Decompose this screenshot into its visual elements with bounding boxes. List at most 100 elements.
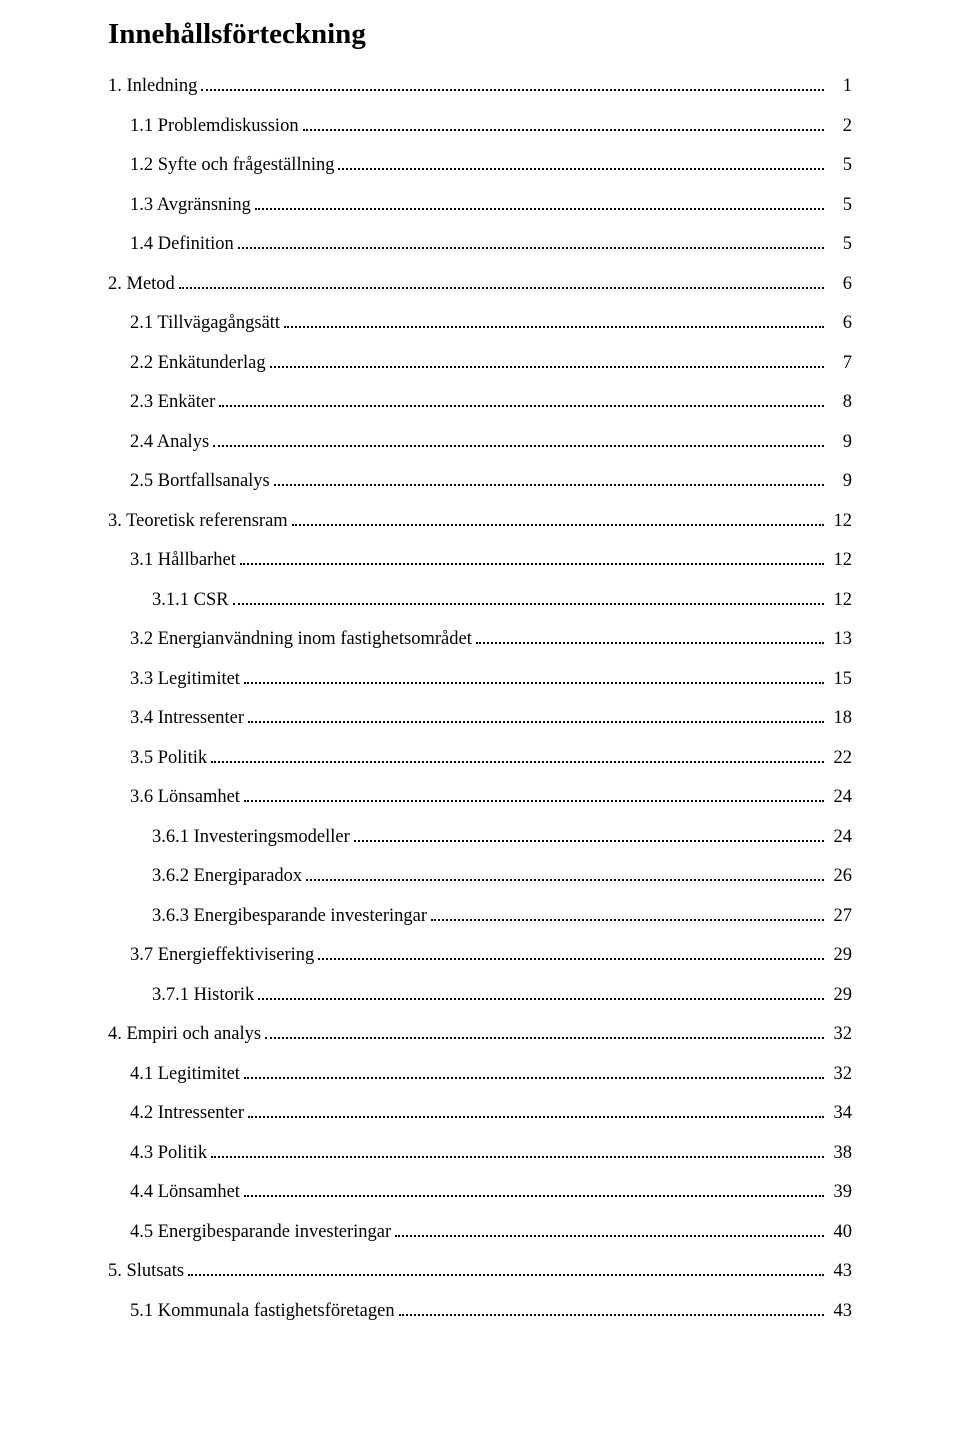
toc-leader (238, 237, 824, 249)
toc-entry-label: 2.2 Enkätunderlag (130, 354, 266, 373)
toc-entry-label: 3.1 Hållbarhet (130, 551, 236, 570)
toc-leader (219, 395, 824, 407)
toc-entry: 3.7.1 Historik29 (108, 986, 852, 1005)
toc-entry-label: 2.4 Analys (130, 433, 209, 452)
toc-entry: 1.4 Definition5 (108, 235, 852, 254)
toc-entry-label: 4.5 Energibesparande investeringar (130, 1223, 391, 1242)
toc-leader (244, 1066, 824, 1078)
toc-entry-page: 9 (828, 472, 852, 491)
toc-entry-page: 12 (828, 512, 852, 531)
toc-entry-label: 3.6.1 Investeringsmodeller (152, 828, 350, 847)
toc-leader (318, 948, 824, 960)
toc-leader (233, 592, 824, 604)
toc-entry-page: 24 (828, 788, 852, 807)
toc-entry-page: 5 (828, 156, 852, 175)
toc-entry: 3.6.3 Energibesparande investeringar 27 (108, 907, 852, 926)
toc-entry: 2.3 Enkäter8 (108, 393, 852, 412)
toc-entry-page: 12 (828, 591, 852, 610)
toc-leader (244, 671, 824, 683)
toc-entry-page: 27 (828, 907, 852, 926)
toc-title: Innehållsförteckning (108, 18, 852, 51)
toc-entry-page: 13 (828, 630, 852, 649)
toc-leader (399, 1303, 824, 1315)
toc-entry: 2.5 Bortfallsanalys9 (108, 472, 852, 491)
toc-entry-page: 6 (828, 314, 852, 333)
toc-entry: 4.4 Lönsamhet39 (108, 1183, 852, 1202)
toc-entry: 1.3 Avgränsning5 (108, 196, 852, 215)
toc-entry-page: 9 (828, 433, 852, 452)
toc-leader (476, 632, 824, 644)
toc-leader (248, 1106, 824, 1118)
toc-entry: 4.3 Politik38 (108, 1144, 852, 1163)
toc-entry-page: 34 (828, 1104, 852, 1123)
toc-leader (240, 553, 824, 565)
toc-entry-label: 3.6.3 Energibesparande investeringar (152, 907, 427, 926)
toc-leader (211, 750, 824, 762)
toc-entry-label: 3.5 Politik (130, 749, 207, 768)
toc-entry: 3.5 Politik22 (108, 749, 852, 768)
toc-leader (338, 158, 824, 170)
toc-leader (284, 316, 824, 328)
toc-leader (303, 118, 824, 130)
toc-entry-label: 4.1 Legitimitet (130, 1065, 240, 1084)
toc-entry-page: 5 (828, 196, 852, 215)
toc-leader (213, 434, 824, 446)
toc-entry: 3.2 Energianvändning inom fastighetsområ… (108, 630, 852, 649)
toc-leader (258, 987, 824, 999)
toc-entry: 3.6 Lönsamhet24 (108, 788, 852, 807)
toc-leader (270, 355, 824, 367)
toc-entry-page: 43 (828, 1302, 852, 1321)
toc-entry-page: 12 (828, 551, 852, 570)
toc-entry-page: 29 (828, 986, 852, 1005)
toc-entry: 1.2 Syfte och frågeställning 5 (108, 156, 852, 175)
toc-entry: 3.4 Intressenter18 (108, 709, 852, 728)
toc-entry: 5. Slutsats43 (108, 1262, 852, 1281)
toc-entry-label: 3.1.1 CSR (152, 591, 229, 610)
toc-entry-page: 15 (828, 670, 852, 689)
toc-entry-label: 1.4 Definition (130, 235, 234, 254)
toc-entry-page: 1 (828, 77, 852, 96)
toc-entry-page: 29 (828, 946, 852, 965)
toc-entry-label: 3.2 Energianvändning inom fastighetsområ… (130, 630, 472, 649)
toc-entry-label: 1. Inledning (108, 77, 197, 96)
toc-entry-page: 24 (828, 828, 852, 847)
toc-leader (306, 869, 824, 881)
toc-leader (274, 474, 824, 486)
toc-entry-label: 1.2 Syfte och frågeställning (130, 156, 334, 175)
toc-entry: 4.1 Legitimitet32 (108, 1065, 852, 1084)
toc-entry-page: 2 (828, 117, 852, 136)
toc-leader (211, 1145, 824, 1157)
toc-entry: 2.2 Enkätunderlag7 (108, 354, 852, 373)
toc-entry: 1.1 Problemdiskussion 2 (108, 117, 852, 136)
toc-entry: 4. Empiri och analys 32 (108, 1025, 852, 1044)
toc-entry: 3.7 Energieffektivisering 29 (108, 946, 852, 965)
toc-entry: 5.1 Kommunala fastighetsföretagen 43 (108, 1302, 852, 1321)
toc-entry: 2. Metod 6 (108, 275, 852, 294)
toc-entry-label: 4. Empiri och analys (108, 1025, 261, 1044)
toc-entry-label: 4.2 Intressenter (130, 1104, 244, 1123)
toc-entry-label: 3.7 Energieffektivisering (130, 946, 314, 965)
toc-leader (248, 711, 824, 723)
toc-entry-label: 3.6.2 Energiparadox (152, 867, 302, 886)
toc-entry: 3.6.1 Investeringsmodeller 24 (108, 828, 852, 847)
toc-entry-page: 39 (828, 1183, 852, 1202)
toc-entry: 4.2 Intressenter 34 (108, 1104, 852, 1123)
toc-entry-page: 6 (828, 275, 852, 294)
document-page: Innehållsförteckning 1. Inledning 1 1.1 Pr… (0, 0, 960, 1456)
toc-entry-label: 1.1 Problemdiskussion (130, 117, 299, 136)
toc-entry-page: 32 (828, 1025, 852, 1044)
toc-entry-label: 3.3 Legitimitet (130, 670, 240, 689)
toc-entry: 3.6.2 Energiparadox26 (108, 867, 852, 886)
toc-leader (188, 1264, 824, 1276)
toc-leader (244, 790, 824, 802)
toc-entry: 3.3 Legitimitet 15 (108, 670, 852, 689)
toc-leader (201, 79, 824, 91)
toc-leader (265, 1027, 824, 1039)
toc-entry-label: 3.4 Intressenter (130, 709, 244, 728)
toc-entry-page: 8 (828, 393, 852, 412)
toc-entry: 3.1.1 CSR 12 (108, 591, 852, 610)
toc-entry: 2.4 Analys 9 (108, 433, 852, 452)
toc-entry: 3. Teoretisk referensram12 (108, 512, 852, 531)
toc-entry-label: 5.1 Kommunala fastighetsföretagen (130, 1302, 395, 1321)
toc-entry-label: 2. Metod (108, 275, 175, 294)
